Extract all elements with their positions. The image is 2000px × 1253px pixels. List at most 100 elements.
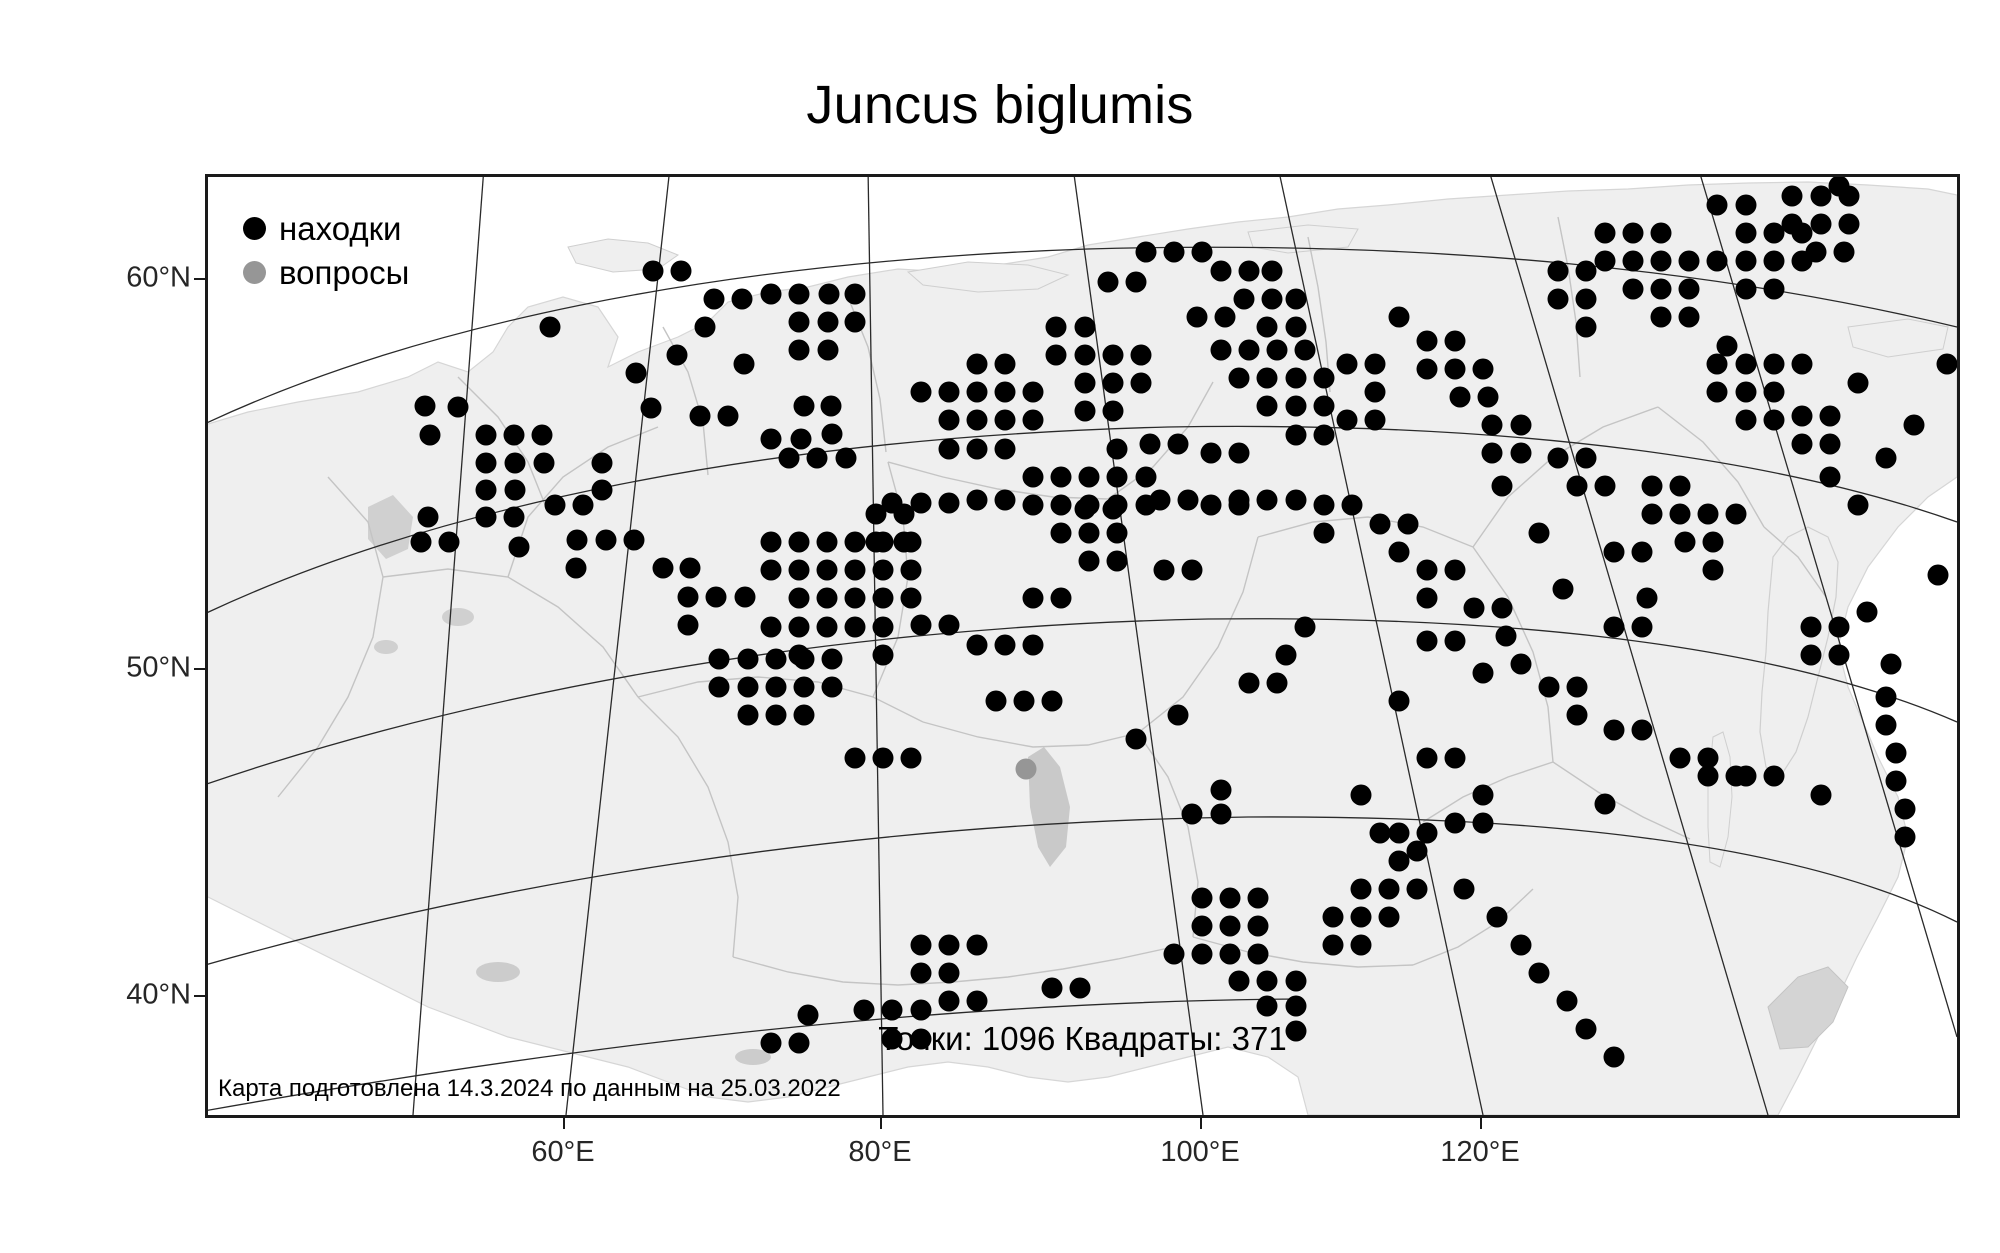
occurrence-dot: [1256, 489, 1278, 511]
occurrence-dot: [1444, 330, 1466, 352]
question-dot: [1015, 758, 1037, 780]
occurrence-dot: [1678, 250, 1700, 272]
occurrence-dot: [1181, 803, 1203, 825]
occurrence-dot: [1261, 260, 1283, 282]
occurrence-dot: [1130, 372, 1152, 394]
occurrence-dot: [1261, 288, 1283, 310]
occurrence-dot: [1050, 522, 1072, 544]
occurrence-dot: [1285, 424, 1306, 446]
occurrence-dot: [1828, 644, 1850, 666]
occurrence-dot: [1186, 306, 1208, 328]
occurrence-dot: [1102, 372, 1124, 394]
occurrence-dot: [566, 529, 588, 551]
occurrence-dot: [1336, 409, 1358, 431]
occurrence-dot: [1238, 672, 1260, 694]
occurrence-dot: [475, 452, 496, 474]
occurrence-dot: [938, 614, 960, 636]
occurrence-dot: [640, 397, 661, 419]
occurrence-dot: [788, 616, 810, 638]
occurrence-dot: [1369, 513, 1391, 534]
occurrence-dot: [1678, 306, 1700, 328]
occurrence-dot: [1210, 803, 1231, 825]
occurrence-dot: [1449, 386, 1471, 408]
occurrence-dot: [1510, 414, 1531, 436]
occurrence-dot: [1313, 424, 1335, 446]
occurrence-dot: [1022, 409, 1044, 431]
occurrence-dot: [1547, 447, 1569, 469]
occurrence-dot: [1669, 747, 1691, 769]
occurrence-dot: [1238, 260, 1260, 282]
occurrence-dot: [1275, 644, 1297, 666]
occurrence-dot: [1528, 522, 1550, 544]
occurrence-dot: [938, 409, 960, 431]
occurrence-dot: [1416, 587, 1438, 609]
occurrence-dot: [419, 424, 441, 446]
occurrence-dot: [1078, 522, 1100, 544]
occurrence-dot: [1102, 498, 1124, 520]
occurrence-dot: [1322, 906, 1344, 928]
occurrence-dot: [938, 438, 960, 460]
occurrence-dot: [872, 587, 894, 609]
occurrence-dot: [533, 452, 555, 474]
occurrence-dot: [994, 409, 1016, 431]
occurrence-dot: [1074, 372, 1096, 394]
occurrence-dot: [1702, 559, 1724, 581]
occurrence-dot: [788, 559, 810, 581]
occurrence-dot: [1163, 241, 1185, 263]
map-canvas[interactable]: находки вопросы Точки: 1096 Квадраты: 37…: [205, 174, 1960, 1118]
occurrence-dot: [1350, 878, 1372, 900]
occurrence-dot: [900, 531, 922, 553]
occurrence-dot: [1650, 250, 1672, 272]
credit-text: Карта подготовлена 14.3.2024 по данным н…: [218, 1075, 841, 1102]
occurrence-dot: [966, 409, 988, 431]
occurrence-dot: [788, 311, 810, 333]
occurrence-dot: [1791, 433, 1813, 455]
occurrence-dot: [1566, 475, 1588, 497]
occurrence-dot: [737, 676, 759, 698]
occurrence-dot: [1763, 409, 1785, 431]
occurrence-dot: [1350, 906, 1372, 928]
occurrence-dot: [1735, 409, 1756, 431]
occurrence-dot: [595, 529, 616, 551]
occurrence-dot: [1575, 288, 1597, 310]
occurrence-dot: [1200, 442, 1222, 464]
occurrence-dot: [1903, 414, 1925, 436]
inland-water-layer: [368, 495, 1070, 1065]
occurrence-dot: [1210, 339, 1231, 361]
occurrence-dot: [1256, 316, 1278, 338]
occurrence-dot: [1177, 489, 1199, 511]
occurrence-dot: [737, 704, 759, 726]
occurrence-dot: [1097, 271, 1119, 293]
occurrence-dot: [1819, 433, 1841, 455]
occurrence-dot: [1636, 587, 1658, 609]
occurrence-dot: [1233, 288, 1255, 310]
y-axis-tick-mark: [194, 668, 205, 670]
occurrence-dot: [1313, 494, 1335, 516]
occurrence-dot: [475, 424, 496, 446]
occurrence-dot: [820, 395, 842, 417]
occurrence-dot: [1678, 278, 1700, 300]
legend-item-questions: вопросы: [243, 251, 409, 293]
occurrence-dot: [790, 428, 811, 450]
occurrence-dot: [881, 999, 903, 1021]
occurrence-dot: [689, 405, 711, 427]
occurrence-dot: [793, 704, 815, 726]
occurrence-dot: [853, 999, 875, 1021]
occurrence-dot: [1256, 395, 1278, 417]
occurrence-dot: [1810, 213, 1831, 235]
occurrence-dot: [793, 395, 815, 417]
occurrence-dot: [1074, 344, 1096, 366]
occurrence-dot: [1388, 822, 1410, 844]
occurrence-dot: [994, 381, 1016, 403]
occurrence-dot: [1364, 381, 1386, 403]
occurrence-dot: [1247, 943, 1269, 965]
occurrence-dot: [1228, 367, 1250, 389]
occurrence-dot: [760, 1032, 781, 1054]
occurrence-dot: [1702, 531, 1724, 553]
occurrence-dot: [1650, 306, 1672, 328]
occurrence-dot: [806, 447, 828, 469]
occurrence-dot: [1102, 400, 1124, 422]
occurrence-dot: [1735, 222, 1756, 244]
occurrence-dot: [417, 506, 439, 528]
occurrence-dot: [1622, 222, 1644, 244]
